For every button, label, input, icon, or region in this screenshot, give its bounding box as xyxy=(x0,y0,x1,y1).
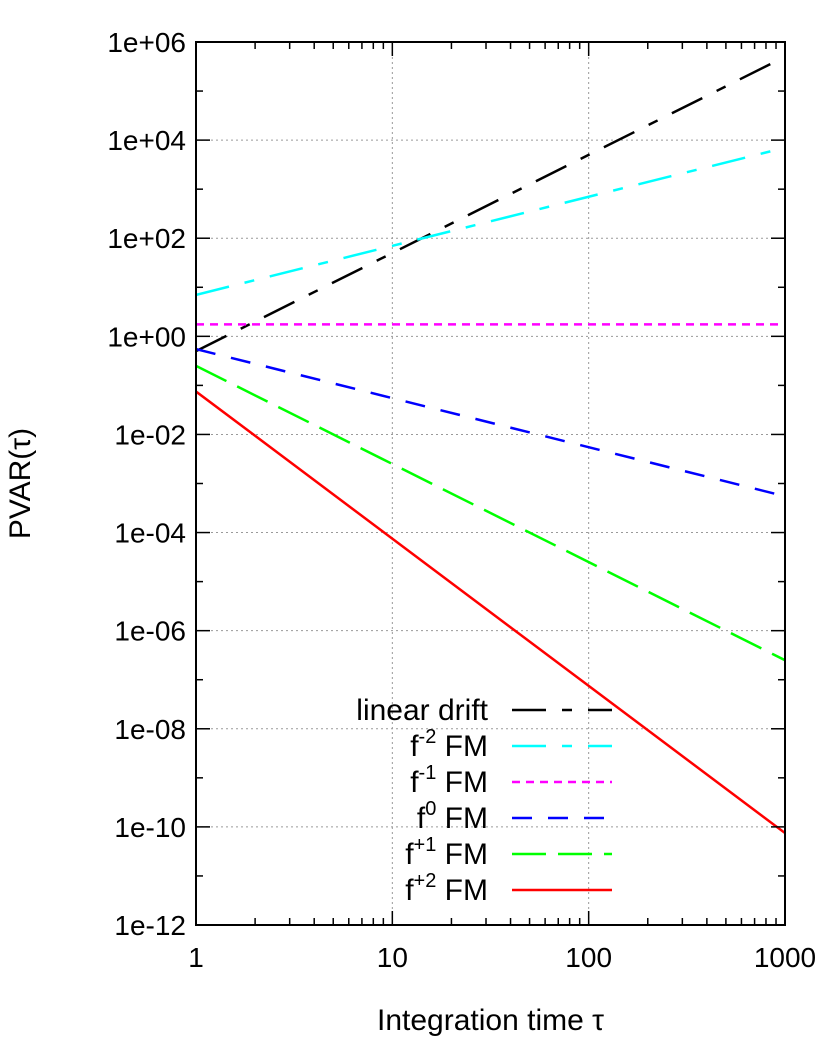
series-line xyxy=(196,347,785,498)
grid xyxy=(196,42,785,925)
legend-label: f-2 FM xyxy=(410,726,488,763)
legend-label-sup: -1 xyxy=(419,762,437,784)
series-line xyxy=(196,146,785,297)
x-tick-label: 10 xyxy=(377,942,408,973)
x-tick-label: 100 xyxy=(565,942,612,973)
y-tick-labels: 1e-12 1e-10 1e-08 1e-06 1e-04 1e-02 1e+00 1e+02… xyxy=(107,27,186,941)
legend-label-rest: FM xyxy=(436,730,488,763)
legend-label-rest: FM xyxy=(436,838,488,871)
series-line xyxy=(196,390,785,835)
plot-frame xyxy=(195,41,786,926)
y-tick-label: 1e-12 xyxy=(114,910,186,941)
legend-label: linear drift xyxy=(356,694,488,727)
legend-label-sup: +2 xyxy=(414,870,437,892)
x-tick-label: 1000 xyxy=(754,942,816,973)
y-tick-label: 1e-02 xyxy=(114,419,186,450)
y-tick-label: 1e+04 xyxy=(107,125,186,156)
series-lines xyxy=(196,55,785,835)
legend-label: f-1 FM xyxy=(410,762,488,799)
legend-label-base: f xyxy=(417,802,426,835)
legend-label: f+1 FM xyxy=(405,834,488,871)
y-tick-label: 1e-06 xyxy=(114,616,186,647)
y-tick-label: 1e+00 xyxy=(107,321,186,352)
legend-label-rest: FM xyxy=(436,802,488,835)
legend-label-rest: FM xyxy=(436,766,488,799)
legend-label-base: f xyxy=(405,838,414,871)
y-tick-label: 1e-10 xyxy=(114,812,186,843)
y-tick-label: 1e+06 xyxy=(107,27,186,58)
legend-label-rest: FM xyxy=(436,874,488,907)
y-tick-label: 1e+02 xyxy=(107,223,186,254)
legend-label: f0 FM xyxy=(417,798,488,835)
y-tick-label: 1e-04 xyxy=(114,518,186,549)
legend-label: f+2 FM xyxy=(405,870,488,907)
series-line xyxy=(196,364,785,662)
legend-label-sup: -2 xyxy=(419,726,437,748)
legend-label-base: f xyxy=(405,874,414,907)
series-line xyxy=(196,55,785,353)
x-tick-label: 1 xyxy=(188,942,204,973)
x-tick-labels: 1 10 100 1000 xyxy=(188,942,816,973)
legend-label-sup: +1 xyxy=(414,834,437,856)
legend-label-base: linear drift xyxy=(356,694,488,727)
x-axis-label: Integration time τ xyxy=(377,1004,604,1037)
y-tick-label: 1e-08 xyxy=(114,714,186,745)
legend-label-base: f xyxy=(410,730,419,763)
y-axis-label: PVAR(τ) xyxy=(4,428,37,539)
legend-label-sup: 0 xyxy=(425,798,436,820)
legend-label-base: f xyxy=(410,766,419,799)
